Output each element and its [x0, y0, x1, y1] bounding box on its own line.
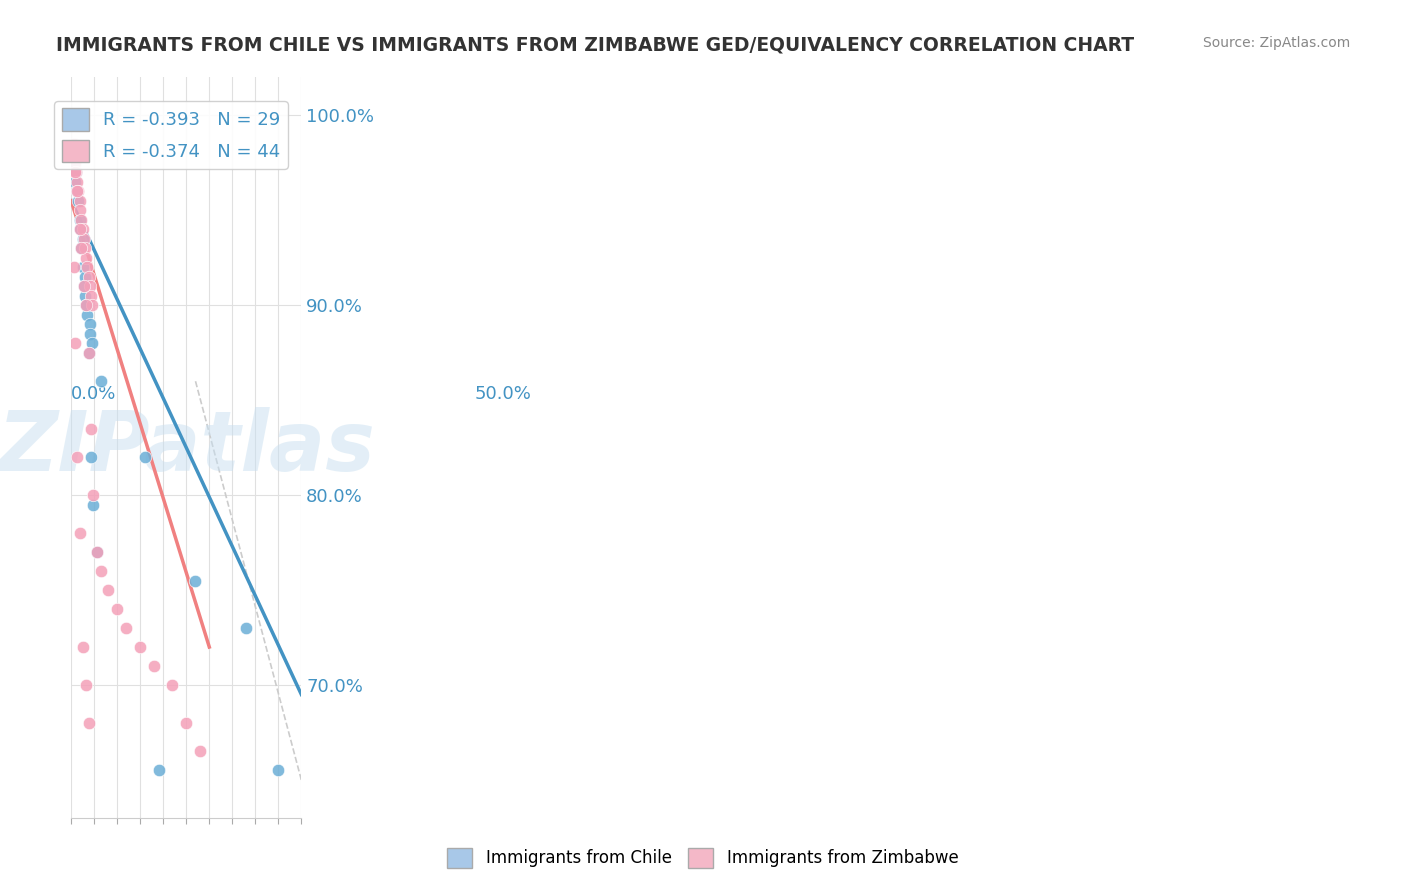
- Point: [73, 289, 96, 303]
- Point: [184, 574, 207, 588]
- Text: 50.0%: 50.0%: [475, 384, 531, 403]
- Point: [63, 156, 86, 170]
- Point: [67, 194, 90, 208]
- Point: [67, 185, 90, 199]
- Point: [62, 146, 84, 161]
- Point: [267, 764, 290, 778]
- Point: [97, 583, 120, 598]
- Point: [73, 279, 96, 293]
- Point: [188, 744, 211, 758]
- Point: [72, 232, 94, 246]
- Text: ZIPatlas: ZIPatlas: [0, 407, 375, 488]
- Point: [174, 716, 197, 731]
- Point: [75, 298, 97, 312]
- Point: [79, 326, 101, 341]
- Point: [134, 450, 156, 465]
- Legend: R = -0.393   N = 29, R = -0.374   N = 44: R = -0.393 N = 29, R = -0.374 N = 44: [55, 102, 288, 169]
- Point: [90, 374, 112, 388]
- Legend: Immigrants from Chile, Immigrants from Zimbabwe: Immigrants from Chile, Immigrants from Z…: [441, 841, 965, 875]
- Point: [63, 165, 86, 179]
- Point: [79, 289, 101, 303]
- Point: [86, 545, 108, 559]
- Point: [82, 498, 104, 512]
- Point: [62, 156, 84, 170]
- Point: [62, 260, 84, 275]
- Point: [73, 279, 96, 293]
- Point: [129, 640, 152, 654]
- Point: [63, 175, 86, 189]
- Point: [105, 602, 128, 616]
- Point: [148, 764, 170, 778]
- Point: [75, 298, 97, 312]
- Point: [72, 640, 94, 654]
- Point: [65, 165, 87, 179]
- Point: [62, 136, 84, 151]
- Point: [77, 716, 100, 731]
- Point: [70, 212, 93, 227]
- Point: [69, 194, 91, 208]
- Point: [70, 241, 93, 255]
- Point: [73, 241, 96, 255]
- Text: IMMIGRANTS FROM CHILE VS IMMIGRANTS FROM ZIMBABWE GED/EQUIVALENCY CORRELATION CH: IMMIGRANTS FROM CHILE VS IMMIGRANTS FROM…: [56, 36, 1135, 54]
- Point: [72, 222, 94, 236]
- Point: [80, 336, 103, 351]
- Point: [72, 260, 94, 275]
- Point: [69, 222, 91, 236]
- Point: [235, 621, 257, 635]
- Point: [69, 203, 91, 218]
- Point: [80, 298, 103, 312]
- Point: [75, 678, 97, 692]
- Point: [79, 450, 101, 465]
- Point: [162, 678, 184, 692]
- Point: [65, 165, 87, 179]
- Point: [90, 564, 112, 578]
- Text: Source: ZipAtlas.com: Source: ZipAtlas.com: [1202, 36, 1350, 50]
- Point: [77, 345, 100, 359]
- Point: [76, 308, 98, 322]
- Point: [66, 185, 89, 199]
- Point: [76, 298, 98, 312]
- Point: [79, 318, 101, 332]
- Point: [73, 232, 96, 246]
- Point: [77, 269, 100, 284]
- Point: [115, 621, 138, 635]
- Point: [63, 336, 86, 351]
- Point: [143, 659, 166, 673]
- Point: [79, 279, 101, 293]
- Point: [82, 488, 104, 502]
- Point: [79, 422, 101, 436]
- Point: [69, 212, 91, 227]
- Point: [76, 260, 98, 275]
- Point: [66, 450, 89, 465]
- Point: [86, 545, 108, 559]
- Point: [70, 241, 93, 255]
- Point: [73, 269, 96, 284]
- Point: [69, 222, 91, 236]
- Point: [75, 251, 97, 265]
- Point: [77, 345, 100, 359]
- Point: [66, 175, 89, 189]
- Point: [69, 526, 91, 541]
- Text: 0.0%: 0.0%: [72, 384, 117, 403]
- Point: [66, 185, 89, 199]
